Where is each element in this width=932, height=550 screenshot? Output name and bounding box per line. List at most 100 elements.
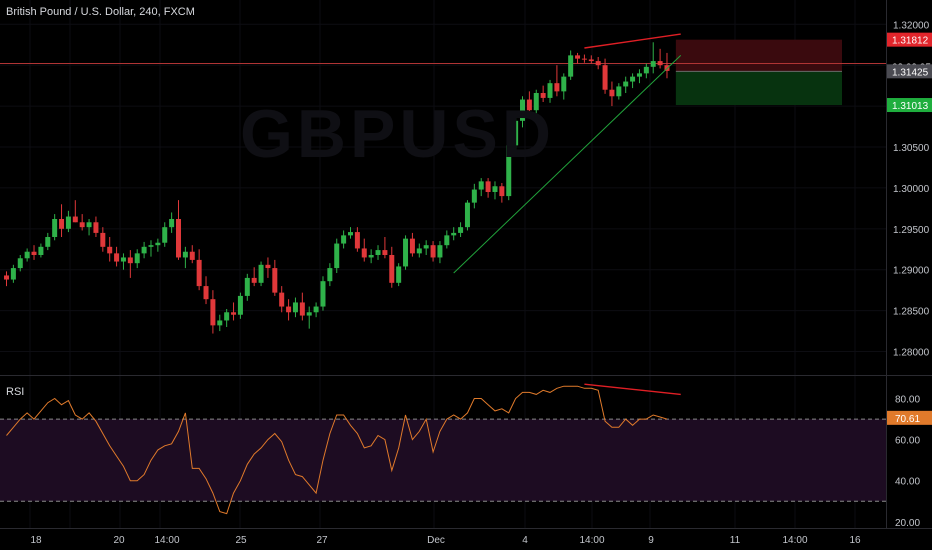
candle-16 (114, 246, 120, 267)
price-badge-3: 1.31425 (887, 64, 932, 79)
candle-17 (120, 253, 126, 270)
trend-drawings[interactable] (453, 33, 682, 396)
candle-36 (251, 267, 257, 287)
price-badge-bg-4 (887, 98, 932, 113)
candle-body-8 (59, 219, 65, 229)
candle-body-6 (45, 237, 51, 247)
candle-body-0 (4, 275, 9, 280)
candle-3 (24, 248, 30, 262)
candle-body-68 (471, 189, 477, 203)
candle-6 (45, 232, 51, 251)
candle-body-39 (272, 268, 278, 293)
candle-body-22 (155, 242, 161, 246)
candle-39 (272, 259, 278, 296)
chart-title: British Pound / U.S. Dollar, 240, FXCM (6, 6, 195, 18)
position-box[interactable] (0, 39, 886, 106)
candle-body-45 (313, 306, 319, 313)
candle-7 (52, 214, 58, 241)
candle-2 (17, 255, 23, 272)
candle-body-78 (540, 93, 546, 98)
time-tick-8: 9 (648, 535, 654, 546)
candle-body-3 (24, 251, 30, 259)
candle-80 (554, 65, 560, 97)
candle-95 (657, 48, 663, 69)
candle-body-88 (609, 89, 615, 97)
candle-body-76 (526, 99, 532, 111)
candle-body-24 (169, 219, 175, 228)
candle-58 (403, 235, 409, 270)
candle-11 (79, 214, 85, 231)
candle-19 (134, 249, 140, 269)
candle-body-11 (79, 222, 85, 228)
candle-73 (506, 138, 512, 201)
candle-8 (59, 204, 65, 237)
candle-body-44 (306, 312, 312, 316)
price-badge-0: 1.31812 (887, 32, 932, 47)
candle-body-90 (623, 81, 629, 87)
candle-15 (107, 237, 113, 262)
time-tick-0: 18 (30, 535, 42, 546)
candles[interactable] (4, 42, 670, 334)
time-tick-9: 11 (730, 535, 741, 546)
candle-14 (100, 227, 106, 252)
candle-65 (451, 227, 457, 241)
candle-34 (237, 292, 243, 319)
price-badge-4: 1.31013 (887, 98, 932, 113)
time-tick-5: Dec (427, 535, 445, 546)
candle-69 (478, 178, 484, 197)
candle-25 (176, 200, 181, 260)
candle-66 (458, 222, 464, 237)
price-divergence-line (584, 33, 681, 49)
candle-body-29 (203, 286, 209, 300)
ascending-trendline (453, 55, 682, 274)
time-tick-11: 16 (849, 535, 861, 546)
candle-89 (616, 83, 622, 100)
candle-44 (306, 306, 312, 329)
candle-body-7 (52, 219, 58, 237)
candle-83 (575, 52, 581, 64)
candle-9 (65, 210, 71, 233)
candle-68 (471, 183, 477, 209)
candle-49 (341, 230, 347, 249)
candle-body-31 (217, 320, 223, 326)
candle-body-83 (575, 55, 581, 59)
candle-67 (464, 200, 470, 231)
candle-35 (244, 273, 250, 301)
candle-23 (162, 222, 168, 247)
candle-body-35 (244, 277, 250, 296)
candle-body-50 (348, 232, 353, 236)
price-badge-text-3: 1.31425 (892, 67, 929, 78)
rsi-tick-1: 60.00 (895, 436, 920, 447)
candle-body-60 (416, 248, 422, 254)
time-tick-10: 14:00 (782, 535, 807, 546)
candle-87 (602, 58, 608, 94)
candle-body-67 (464, 202, 470, 228)
candle-body-25 (176, 219, 181, 258)
candle-43 (299, 292, 305, 321)
rsi-current-badge: 70.61 (887, 410, 932, 425)
candle-body-55 (382, 250, 388, 255)
candle-body-51 (354, 232, 360, 249)
candle-91 (630, 73, 636, 89)
price-tick-4: 1.29000 (893, 266, 930, 277)
candle-20 (141, 241, 147, 259)
candle-body-15 (107, 246, 113, 254)
candle-body-18 (127, 257, 133, 264)
candle-body-36 (251, 277, 257, 283)
candle-body-72 (499, 186, 505, 197)
candle-body-94 (650, 61, 656, 67)
candle-body-93 (643, 66, 649, 74)
candle-86 (595, 57, 601, 70)
candle-body-65 (451, 232, 457, 236)
rsi-divergence-line (584, 383, 681, 396)
price-badge-text-4: 1.31013 (892, 101, 929, 112)
candle-body-32 (224, 312, 230, 321)
candle-62 (430, 241, 436, 262)
candle-26 (182, 246, 188, 269)
candle-90 (623, 76, 629, 93)
price-badge-text-0: 1.31812 (892, 36, 929, 47)
candle-18 (127, 250, 133, 278)
candle-body-16 (114, 253, 120, 262)
rsi-indicator-label[interactable]: RSI (6, 386, 25, 398)
